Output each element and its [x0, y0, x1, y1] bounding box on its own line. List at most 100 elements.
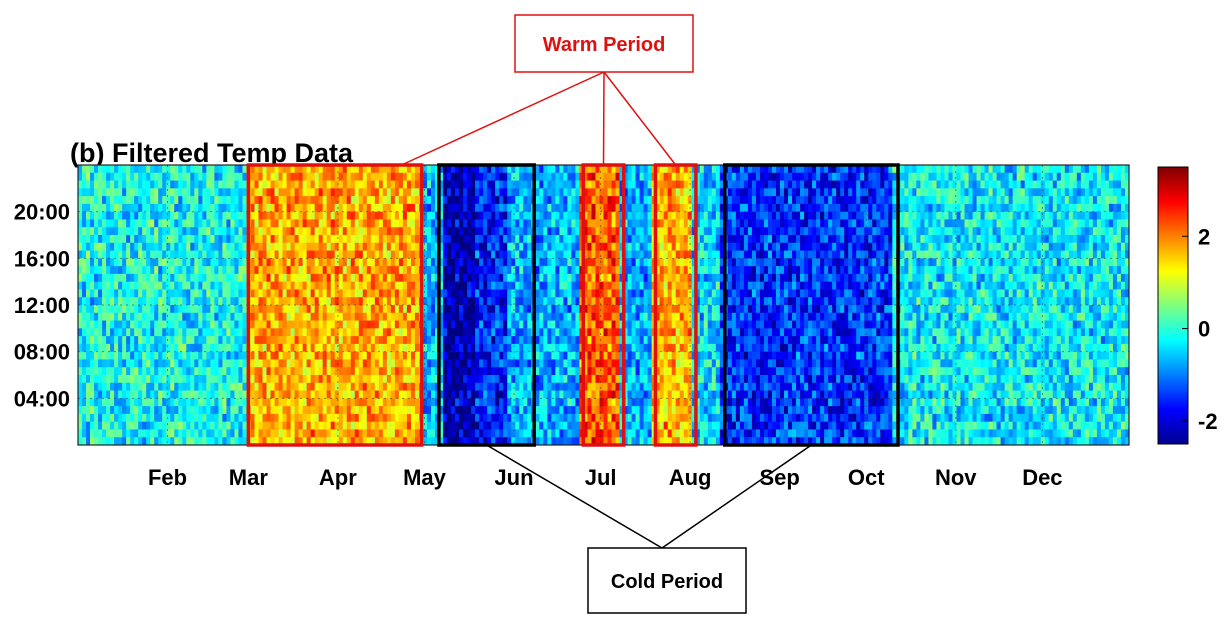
- heat-cell: [591, 320, 597, 329]
- heat-cell: [427, 227, 432, 236]
- heat-cell: [230, 305, 236, 314]
- heat-cell: [342, 351, 348, 361]
- heat-cell: [274, 398, 280, 407]
- heat-cell: [535, 297, 540, 306]
- heat-cell: [290, 398, 296, 407]
- heat-cell: [222, 336, 228, 345]
- heat-cell: [503, 382, 508, 392]
- heat-cell: [342, 359, 348, 368]
- heat-cell: [463, 351, 468, 361]
- heat-cell: [330, 242, 336, 252]
- heat-cell: [150, 320, 155, 329]
- heat-cell: [206, 165, 211, 174]
- heat-cell: [282, 398, 288, 407]
- heat-cell: [294, 172, 300, 182]
- heat-cell: [547, 328, 552, 337]
- heat-cell: [98, 242, 103, 252]
- heat-cell: [535, 289, 540, 298]
- heat-cell: [422, 437, 428, 445]
- heat-cell: [294, 242, 300, 252]
- heat-cell: [270, 258, 276, 267]
- heat-cell: [322, 351, 328, 361]
- heat-cell: [214, 382, 219, 392]
- heat-cell: [238, 305, 244, 314]
- heat-cell: [479, 172, 484, 182]
- heat-cell: [467, 367, 472, 376]
- heat-cell: [350, 421, 356, 431]
- heat-cell: [467, 196, 472, 205]
- heat-cell: [611, 196, 617, 205]
- heat-cell: [210, 437, 215, 445]
- heat-cell: [527, 273, 532, 283]
- heat-cell: [459, 297, 464, 306]
- heat-cell: [158, 305, 163, 314]
- heat-cell: [495, 266, 500, 275]
- heat-cell: [310, 211, 316, 221]
- heat-cell: [358, 437, 364, 445]
- heat-cell: [623, 235, 629, 244]
- heat-cell: [162, 250, 167, 259]
- heat-cell: [150, 351, 155, 361]
- heat-cell: [463, 367, 468, 376]
- heat-cell: [539, 281, 544, 291]
- heat-cell: [479, 180, 484, 189]
- heat-cell: [607, 375, 613, 384]
- heat-cell: [607, 203, 613, 213]
- heat-cell: [479, 188, 484, 197]
- heat-cell: [487, 312, 492, 322]
- heat-cell: [254, 227, 260, 236]
- heat-cell: [511, 320, 516, 329]
- heat-cell: [487, 406, 492, 415]
- heat-cell: [178, 328, 183, 337]
- heat-cell: [102, 266, 107, 275]
- heat-cell: [603, 305, 609, 314]
- heat-cell: [483, 165, 488, 174]
- heat-cell: [559, 351, 564, 361]
- heat-cell: [134, 180, 139, 189]
- heat-cell: [110, 188, 115, 197]
- heat-cell: [439, 343, 444, 353]
- heat-cell: [619, 437, 625, 445]
- heat-cell: [78, 242, 83, 252]
- heat-cell: [559, 437, 564, 445]
- heat-cell: [242, 390, 248, 399]
- heat-cell: [451, 196, 456, 205]
- heat-cell: [567, 375, 573, 384]
- heat-cell: [190, 227, 195, 236]
- heat-cell: [382, 188, 388, 197]
- heat-cell: [515, 367, 520, 376]
- heat-cell: [414, 320, 420, 329]
- heat-cell: [507, 289, 512, 298]
- heat-cell: [451, 382, 456, 392]
- heat-cell: [242, 250, 248, 259]
- heat-cell: [495, 242, 500, 252]
- heat-cell: [282, 250, 288, 259]
- heat-cell: [591, 336, 597, 345]
- heat-cell: [587, 336, 593, 345]
- heat-cell: [90, 367, 95, 376]
- heat-cell: [170, 359, 175, 368]
- heat-cell: [443, 320, 448, 329]
- heat-cell: [619, 382, 625, 392]
- heat-cell: [555, 297, 560, 306]
- heat-cell: [334, 211, 340, 221]
- heat-cell: [150, 289, 155, 298]
- heat-cell: [314, 258, 320, 267]
- heat-cell: [326, 180, 332, 189]
- heat-cell: [98, 382, 103, 392]
- heat-cell: [547, 250, 552, 259]
- heat-cell: [258, 235, 264, 244]
- heat-cell: [483, 297, 488, 306]
- heat-cell: [310, 328, 316, 337]
- heat-cell: [234, 421, 240, 431]
- heat-cell: [439, 398, 444, 407]
- heat-cell: [150, 398, 155, 407]
- heat-cell: [386, 273, 392, 283]
- heat-cell: [607, 328, 613, 337]
- heat-cell: [366, 437, 372, 445]
- heat-cell: [174, 258, 179, 267]
- heat-cell: [346, 188, 352, 197]
- heat-cell: [270, 336, 276, 345]
- heat-cell: [471, 351, 476, 361]
- heat-cell: [290, 289, 296, 298]
